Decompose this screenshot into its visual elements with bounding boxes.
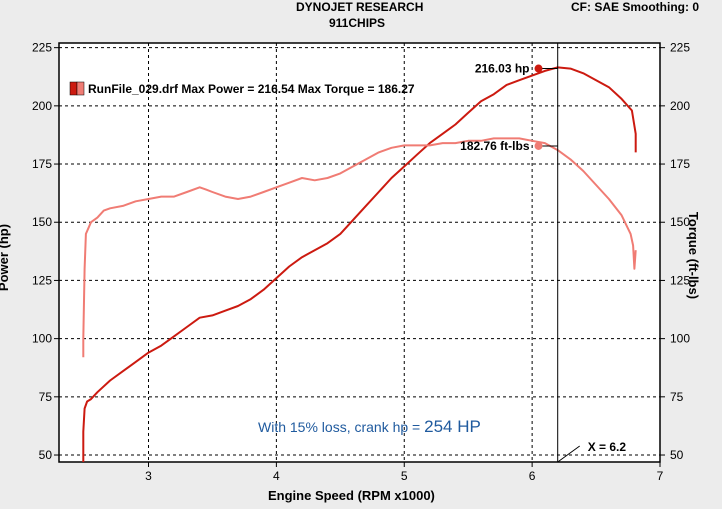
header-settings: CF: SAE Smoothing: 0 bbox=[571, 0, 699, 14]
y-tick-label-right: 100 bbox=[670, 332, 690, 346]
y-tick-label-left: 150 bbox=[32, 215, 52, 229]
y-tick-label-right: 150 bbox=[670, 215, 690, 229]
series-line-torque bbox=[82, 137, 637, 358]
legend-text: RunFile_029.drf Max Power = 216.54 Max T… bbox=[88, 82, 415, 96]
cursor-label-leader bbox=[557, 445, 580, 463]
header-subtitle: 911CHIPS bbox=[329, 16, 386, 30]
x-tick-label: 5 bbox=[401, 469, 408, 483]
y-tick-label-right: 175 bbox=[670, 157, 690, 171]
x-tick-label: 7 bbox=[657, 469, 664, 483]
y-ticks-left: 50 75 100 125 150 175 200 225 bbox=[32, 41, 59, 462]
y-ticks-right: 50 75 100 125 150 175 200 225 bbox=[660, 41, 690, 462]
y-tick-label-left: 125 bbox=[32, 273, 52, 287]
legend-swatch-torque bbox=[76, 81, 85, 96]
y-tick-label-right: 50 bbox=[670, 448, 684, 462]
x-axis-title: Engine Speed (RPM x1000) bbox=[268, 488, 435, 503]
marker-label-torque: 182.76 ft-lbs bbox=[460, 139, 530, 153]
y-tick-label-right: 75 bbox=[670, 390, 684, 404]
crank-hp-note: With 15% loss, crank hp = 254 HP bbox=[258, 417, 481, 436]
y-tick-label-left: 50 bbox=[39, 448, 53, 462]
cursor-label: X = 6.2 bbox=[588, 440, 627, 454]
value-markers: 216.03 hp 182.76 ft-lbs bbox=[460, 62, 558, 153]
plot-area bbox=[58, 42, 661, 463]
marker-dot-torque bbox=[534, 141, 543, 150]
y-tick-label-right: 125 bbox=[670, 273, 690, 287]
marker-label-power: 216.03 hp bbox=[475, 62, 530, 76]
legend-swatch-power bbox=[69, 81, 78, 96]
x-tick-label: 3 bbox=[145, 469, 152, 483]
y-tick-label-right: 200 bbox=[670, 99, 690, 113]
crank-hp-note-prefix: With 15% loss, crank hp = bbox=[258, 419, 424, 435]
y-tick-label-left: 225 bbox=[32, 41, 52, 55]
y-tick-label-left: 75 bbox=[39, 390, 53, 404]
x-tick-label: 4 bbox=[273, 469, 280, 483]
crank-hp-note-value: 254 HP bbox=[424, 417, 481, 436]
x-ticks: 3 4 5 6 7 bbox=[145, 462, 664, 483]
series-lines bbox=[82, 66, 637, 462]
y-tick-label-left: 200 bbox=[32, 99, 52, 113]
y-tick-label-left: 175 bbox=[32, 157, 52, 171]
x-tick-label: 6 bbox=[529, 469, 536, 483]
legend: RunFile_029.drf Max Power = 216.54 Max T… bbox=[69, 81, 415, 96]
marker-dot-power bbox=[534, 64, 543, 73]
y-tick-label-right: 225 bbox=[670, 41, 690, 55]
y-tick-label-left: 100 bbox=[32, 332, 52, 346]
grid-lines bbox=[59, 43, 660, 462]
header-title: DYNOJET RESEARCH bbox=[296, 0, 424, 14]
series-line-power bbox=[82, 66, 637, 462]
